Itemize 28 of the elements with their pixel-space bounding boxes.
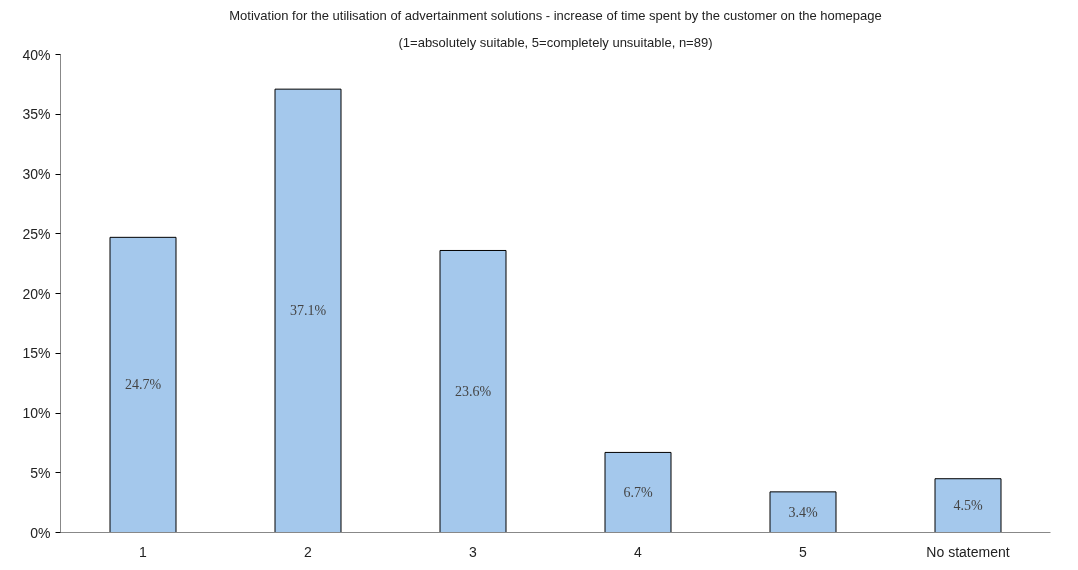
bar [439,249,507,533]
x-tick-label: 3 [469,543,478,560]
x-tick-label: 5 [799,543,808,560]
y-tick-label: 15% [22,345,51,362]
y-tick-label: 40% [22,46,51,63]
bar [604,451,672,533]
bar [109,236,177,533]
x-tick-label: 4 [634,543,643,560]
bar [934,478,1002,533]
chart-subtitle: (1=absolutely suitable, 5=completely unsuitable, n=89) [398,34,713,50]
data-label: 4.5% [953,498,983,514]
data-label: 23.6% [454,383,492,399]
y-tick-label: 30% [22,166,51,182]
data-label: 3.4% [788,504,818,520]
y-tick-label: 0% [30,524,51,541]
bar [274,88,342,533]
data-label: 37.1% [289,303,327,319]
y-tick-label: 25% [22,225,51,242]
chart-title: Motivation for the utilisation of advertainment solutions - increase of time spent by the customer on the homepage [229,7,882,23]
y-tick-label: 5% [30,464,51,481]
data-label: 24.7% [124,377,162,393]
y-tick-label: 20% [22,285,51,302]
x-tick-label: 2 [304,543,313,560]
data-label: 6.7% [623,484,653,500]
y-tick-label: 10% [22,405,51,421]
x-tick-label: No statement [926,543,1010,560]
x-tick-label: 1 [139,543,148,560]
y-tick-label: 35% [22,106,51,123]
